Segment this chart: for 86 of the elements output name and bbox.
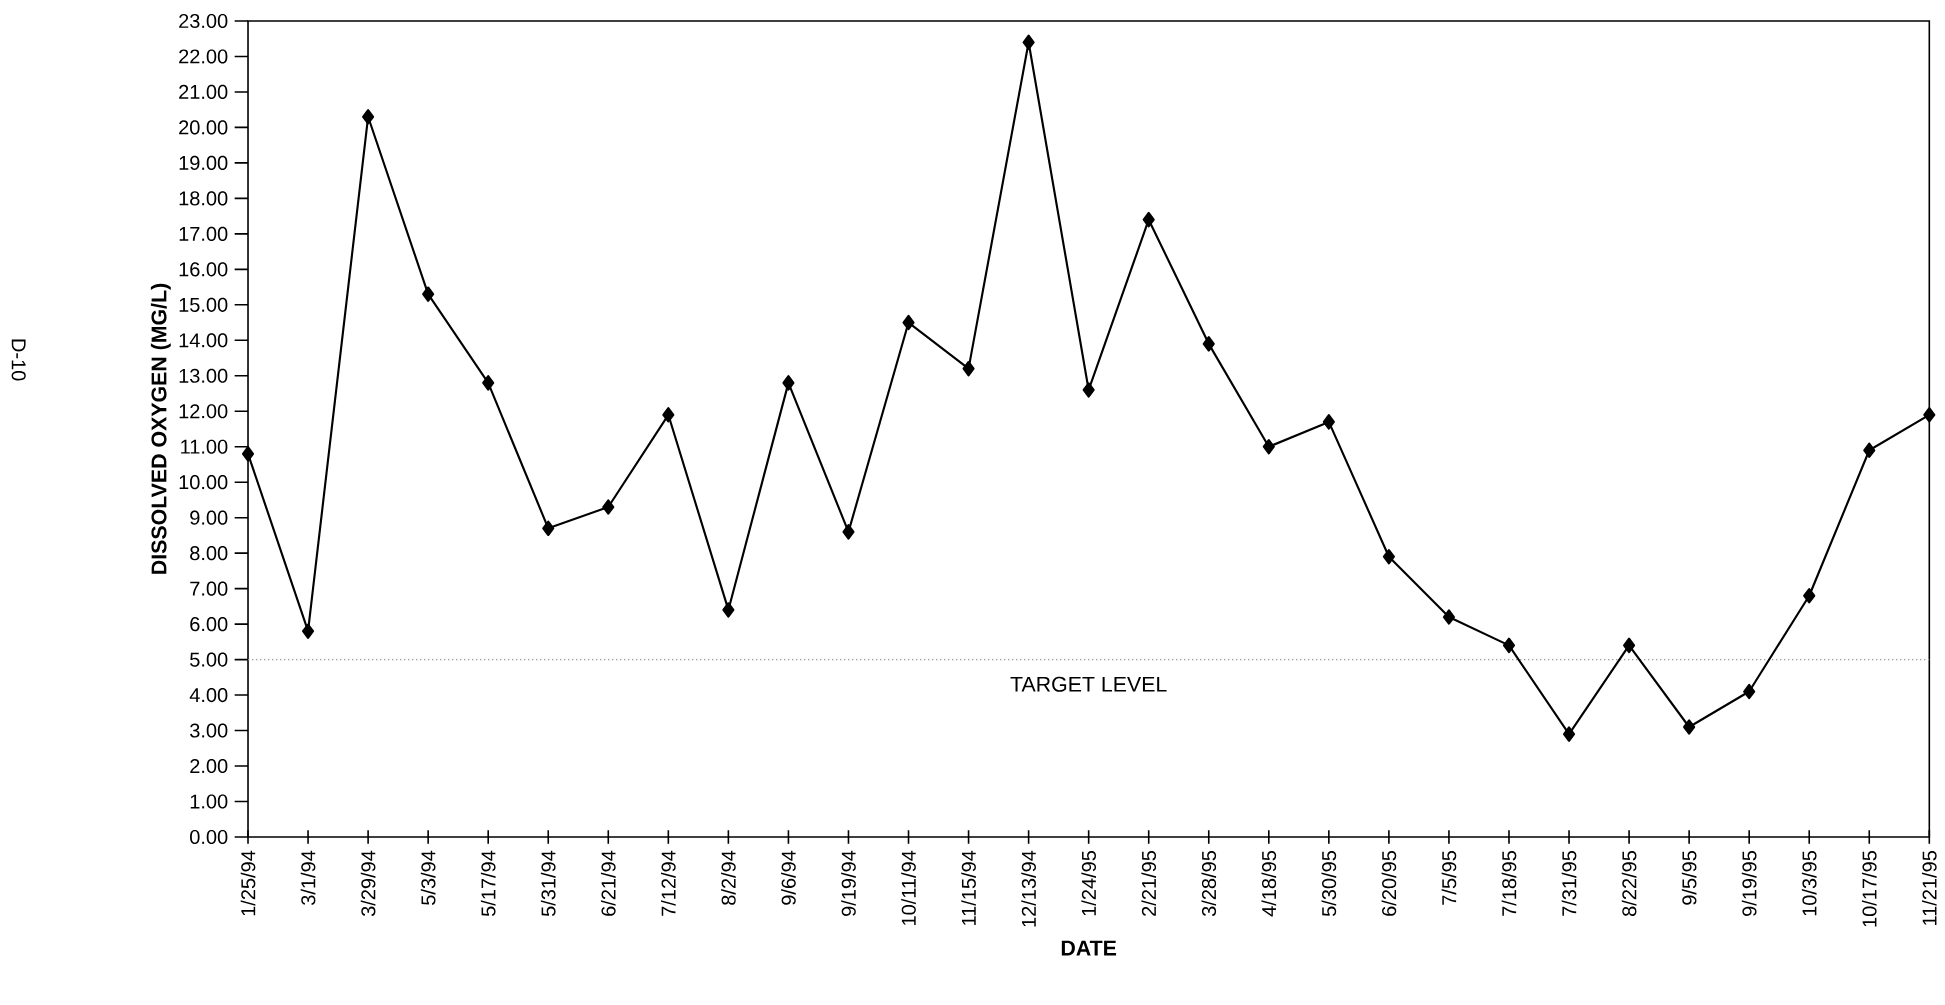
x-tick-label: 7/5/95 xyxy=(1441,850,1457,905)
point xyxy=(542,520,555,537)
x-tick-label: 1/25/94 xyxy=(240,850,256,916)
x-tick-label: 11/21/95 xyxy=(1921,850,1937,925)
y-tick-label: 12.00 xyxy=(179,404,228,419)
x-tick-label: 3/29/94 xyxy=(360,850,376,917)
y-tick-label: 19.00 xyxy=(179,155,228,170)
y-tick-label: 13.00 xyxy=(179,368,228,383)
y-tick-label: 2.00 xyxy=(190,758,228,774)
x-tick-label: 7/18/95 xyxy=(1501,850,1517,916)
x-tick-label: 6/21/94 xyxy=(600,850,616,916)
point xyxy=(602,499,615,515)
y-tick-label: 23.00 xyxy=(179,13,228,29)
point xyxy=(962,360,975,377)
x-tick-label: 10/17/95 xyxy=(1861,850,1877,927)
point xyxy=(362,109,375,125)
x-tick-label: 3/1/94 xyxy=(300,850,316,905)
point xyxy=(1623,637,1636,654)
point xyxy=(241,446,255,462)
ref-line-label: TARGET LEVEL xyxy=(1010,676,1167,692)
y-tick-label: 20.00 xyxy=(179,120,228,135)
y-tick-label: 0.00 xyxy=(190,829,228,845)
point xyxy=(842,524,855,540)
point xyxy=(1562,726,1576,742)
x-tick-label: 4/18/95 xyxy=(1261,850,1277,917)
point xyxy=(482,375,495,391)
x-tick-label: 7/31/95 xyxy=(1561,850,1577,916)
point xyxy=(422,286,435,302)
point xyxy=(662,407,675,423)
x-tick-label: 12/13/94 xyxy=(1021,850,1036,927)
x-tick-label: 5/30/95 xyxy=(1321,850,1337,917)
x-tick-label: 9/19/95 xyxy=(1741,850,1757,916)
y-tick-label: 9.00 xyxy=(190,510,228,525)
x-tick-label: 5/17/94 xyxy=(480,850,496,917)
point xyxy=(1382,548,1395,565)
y-tick-label: 11.00 xyxy=(181,439,228,454)
point xyxy=(1502,637,1516,654)
y-tick-label: 14.00 xyxy=(179,333,228,348)
y-tick-label: 10.00 xyxy=(179,475,228,490)
point xyxy=(1803,587,1816,604)
y-tick-label: 15.00 xyxy=(179,297,228,312)
text: D-10 xyxy=(11,339,26,381)
y-tick-label: 21.00 xyxy=(179,84,228,100)
point xyxy=(1863,442,1876,459)
y-tick-label: 18.00 xyxy=(179,191,228,206)
x-tick-label: 11/15/94 xyxy=(961,850,976,925)
point xyxy=(1743,683,1756,700)
point xyxy=(902,314,915,331)
point xyxy=(1082,382,1095,398)
x-tick-label: 9/5/95 xyxy=(1681,850,1697,905)
y-tick-label: 3.00 xyxy=(190,723,228,738)
x-tick-label: 6/20/95 xyxy=(1381,850,1397,916)
point xyxy=(1202,336,1215,352)
x-tick-label: 8/2/94 xyxy=(721,850,736,905)
x-tick-label: 10/3/95 xyxy=(1801,850,1817,916)
point xyxy=(1022,34,1035,51)
x-tick-label: 3/28/95 xyxy=(1201,850,1217,917)
point xyxy=(1442,609,1456,625)
y-tick-label: 1.00 xyxy=(190,794,228,809)
point xyxy=(1923,407,1936,423)
y-tick-label: 17.00 xyxy=(179,226,228,241)
x-tick-label: 8/22/95 xyxy=(1621,850,1637,916)
x-tick-label: 5/3/94 xyxy=(420,850,436,905)
x-tick-label: 7/12/94 xyxy=(660,850,676,916)
y-axis-title: DISSOLVED OXYGEN (MG/L) xyxy=(150,283,171,574)
point xyxy=(301,623,315,639)
y-tick-label: 8.00 xyxy=(190,546,228,561)
point xyxy=(782,375,795,391)
y-tick-label: 5.00 xyxy=(190,652,228,667)
x-tick-label: 1/24/95 xyxy=(1081,850,1096,916)
x-tick-label: 9/6/94 xyxy=(781,850,796,905)
x-tick-label: 10/11/94 xyxy=(901,850,916,925)
point xyxy=(1322,414,1335,430)
point xyxy=(1142,211,1155,228)
y-tick-label: 16.00 xyxy=(179,262,228,277)
point xyxy=(722,602,735,618)
x-tick-label: 9/19/94 xyxy=(841,850,856,916)
y-tick-label: 22.00 xyxy=(179,49,228,64)
y-tick-label: 6.00 xyxy=(190,617,228,632)
y-tick-label: 4.00 xyxy=(189,687,228,703)
x-tick-label: 5/31/94 xyxy=(540,850,556,917)
x-tick-label: 2/21/95 xyxy=(1141,850,1157,916)
x-axis-title: DATE xyxy=(1061,940,1117,956)
point xyxy=(1262,438,1275,455)
point xyxy=(1683,719,1696,735)
y-tick-label: 7.00 xyxy=(190,581,228,596)
